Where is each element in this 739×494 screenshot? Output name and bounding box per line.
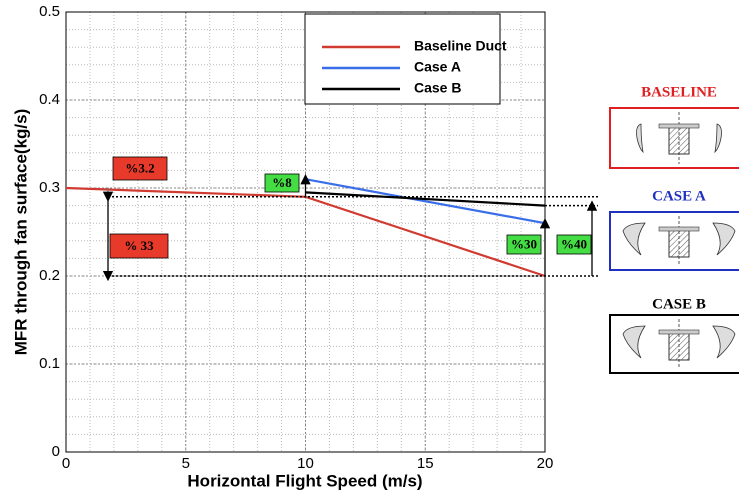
duct-lip [622,325,646,359]
annotation-box [109,233,169,259]
annotation-label: % 33 [124,238,154,253]
duct-lip [636,123,644,154]
side-label: CASE B [652,296,706,312]
y-tick-label: 0.4 [39,91,60,108]
annotation-label: %3.2 [125,160,154,175]
legend-label: Baseline Duct [414,38,507,54]
duct-lip [622,222,646,256]
x-tick-label: 0 [62,455,70,472]
x-tick-label: 15 [417,455,434,472]
duct-lip [712,222,736,256]
legend: Baseline Duct Case A Case B [304,13,507,105]
hub [668,228,690,258]
annotation-box [506,234,542,255]
x-tick-label: 10 [297,455,314,472]
annotation-box [112,156,168,181]
y-tick-label: 0.3 [39,179,60,196]
legend-box [304,13,501,105]
series-line [305,191,546,207]
y-axis-title: MFR through fan surface(kg/s) [11,109,30,356]
side-label: CASE A [652,188,706,204]
duct-lip [714,123,722,154]
y-tick-label: 0.5 [39,3,60,20]
duct-diagrams: BASELINE CASE A CASE B [609,84,739,374]
legend-label: Case B [414,80,461,96]
duct-lip [712,325,736,359]
blade [658,329,700,335]
y-tick-label: 0 [52,443,60,460]
y-tick-label: 0.2 [39,267,60,284]
blade [658,226,700,232]
x-tick-label: 5 [182,455,190,472]
series-line [305,178,546,225]
annotation-label: %30 [511,236,537,251]
annotation-box [264,173,300,193]
legend-label: Case A [414,59,461,75]
hub [668,125,690,155]
hub [668,331,690,361]
annotation-label: %8 [272,175,292,190]
y-tick-label: 0.1 [39,355,60,372]
side-label: BASELINE [641,84,717,100]
x-axis-title: Horizontal Flight Speed (m/s) [187,471,422,490]
annotation-box [556,234,592,255]
blade [658,123,700,129]
x-tick-label: 20 [537,455,554,472]
annotation-label: %40 [561,236,587,251]
